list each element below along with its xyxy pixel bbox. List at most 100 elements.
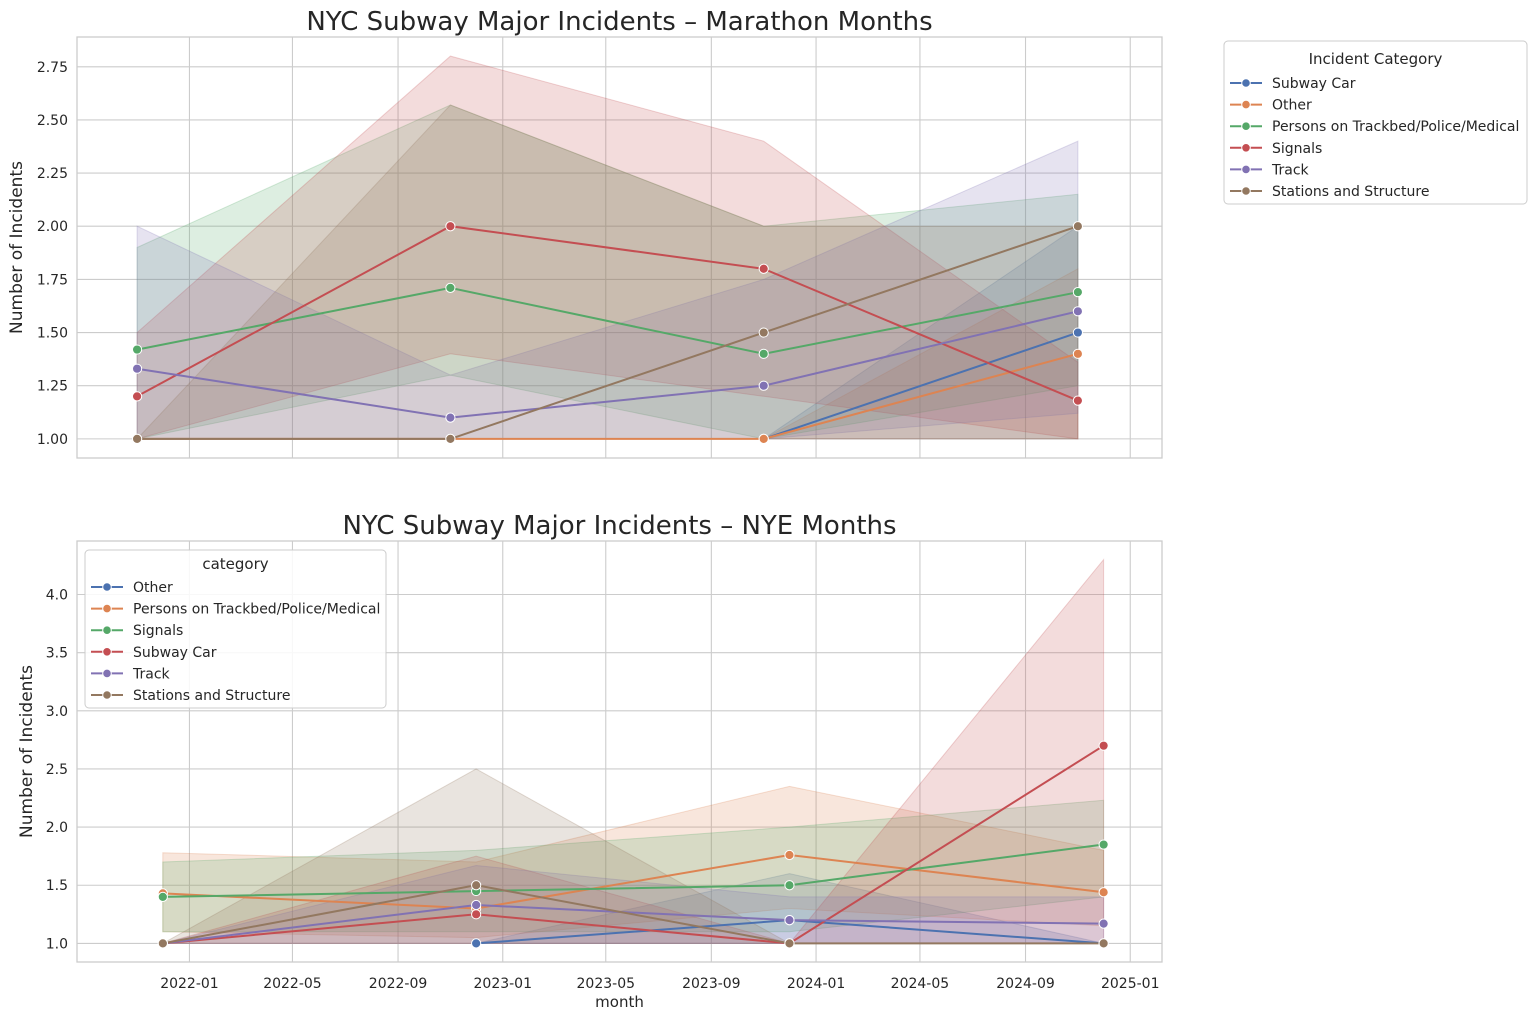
legend-entry: Other bbox=[133, 580, 173, 596]
data-point bbox=[758, 327, 769, 338]
y-tick-label: 2.50 bbox=[37, 113, 68, 129]
legend-swatch-marker bbox=[102, 647, 112, 657]
legend-swatch-marker bbox=[1241, 78, 1251, 88]
chart-title: NYC Subway Major Incidents – Marathon Mo… bbox=[306, 7, 932, 37]
data-point bbox=[758, 380, 769, 391]
legend-swatch-marker bbox=[102, 690, 112, 700]
data-point bbox=[758, 348, 769, 359]
legend-swatch-marker bbox=[1241, 186, 1251, 196]
x-tick-label: 2022-05 bbox=[263, 976, 322, 992]
y-tick-label: 3.0 bbox=[46, 704, 68, 720]
x-tick-label: 2024-09 bbox=[996, 976, 1055, 992]
plot-frame bbox=[76, 36, 1163, 459]
data-point bbox=[784, 880, 795, 891]
data-point bbox=[1098, 918, 1109, 929]
legend: category Other Persons on Trackbed/Police/… bbox=[84, 549, 387, 709]
x-tick-label: 2022-01 bbox=[160, 976, 219, 992]
legend-entry: Persons on Trackbed/Police/Medical bbox=[1272, 119, 1519, 135]
x-tick-label: 2023-01 bbox=[474, 976, 533, 992]
legend-swatch-marker bbox=[102, 582, 112, 592]
y-tick-label: 1.75 bbox=[37, 272, 68, 288]
legend-swatch-marker bbox=[1241, 143, 1251, 153]
legend-title: category bbox=[202, 555, 268, 573]
data-point bbox=[445, 433, 456, 444]
series-line-4 bbox=[162, 903, 1104, 945]
legend-entry: Signals bbox=[133, 623, 183, 639]
x-tick-label: 2025-01 bbox=[1101, 976, 1160, 992]
data-point bbox=[1072, 327, 1083, 338]
y-tick-label: 1.25 bbox=[37, 379, 68, 395]
data-point bbox=[131, 433, 143, 444]
x-tick-label: 2023-09 bbox=[682, 976, 741, 992]
ci-band-3 bbox=[162, 558, 1105, 944]
data-point bbox=[471, 880, 482, 891]
x-tick-label: 2023-05 bbox=[577, 976, 636, 992]
legend-swatch-marker bbox=[1241, 99, 1251, 110]
data-point bbox=[784, 849, 795, 861]
data-point bbox=[758, 263, 769, 274]
data-point bbox=[131, 363, 143, 374]
data-point bbox=[758, 433, 769, 444]
x-tick-label: 2024-01 bbox=[787, 976, 846, 992]
plot-frame bbox=[76, 540, 1163, 963]
data-point bbox=[471, 899, 482, 911]
x-axis-label: month bbox=[595, 993, 644, 1011]
y-tick-label: 2.5 bbox=[46, 762, 68, 778]
legend-swatch-marker bbox=[1241, 121, 1251, 131]
data-point bbox=[1098, 740, 1109, 751]
series-line-2 bbox=[136, 286, 1079, 355]
y-tick-label: 3.5 bbox=[46, 646, 68, 662]
y-axis-label: Number of Incidents bbox=[17, 665, 37, 838]
series-line-5 bbox=[162, 884, 1104, 945]
legend-swatch-marker bbox=[102, 668, 112, 679]
data-point bbox=[157, 891, 168, 902]
series-line-1 bbox=[162, 853, 1104, 910]
data-point bbox=[131, 391, 143, 402]
y-tick-label: 2.0 bbox=[46, 820, 68, 836]
data-point bbox=[445, 221, 456, 232]
data-point bbox=[784, 938, 795, 949]
legend-entry: Persons on Trackbed/Police/Medical bbox=[133, 602, 380, 618]
series-line-3 bbox=[162, 744, 1105, 945]
legend-swatch-marker bbox=[1241, 164, 1251, 175]
legend-entry: Stations and Structure bbox=[133, 688, 290, 704]
legend-entry: Subway Car bbox=[1272, 76, 1356, 92]
y-tick-label: 1.0 bbox=[46, 936, 68, 952]
legend-entry: Subway Car bbox=[133, 645, 217, 661]
legend-entry: Track bbox=[132, 666, 171, 682]
legend-box bbox=[1223, 40, 1528, 205]
y-axis-label: Number of Incidents bbox=[7, 161, 27, 334]
data-point bbox=[784, 915, 795, 926]
legend-entry: Signals bbox=[1272, 141, 1322, 157]
legend: Incident Category Subway Car Other Persons … bbox=[1223, 40, 1528, 205]
data-point bbox=[471, 909, 482, 920]
legend-title: Incident Category bbox=[1309, 50, 1443, 68]
data-point bbox=[1072, 395, 1083, 406]
legend-swatch-marker bbox=[102, 625, 112, 636]
legend-entry: Stations and Structure bbox=[1272, 184, 1429, 200]
data-point bbox=[445, 412, 456, 423]
y-tick-label: 4.0 bbox=[46, 587, 68, 603]
y-tick-label: 1.00 bbox=[37, 432, 68, 448]
series-line-0 bbox=[763, 331, 1079, 440]
data-point bbox=[445, 282, 456, 293]
data-point bbox=[471, 938, 482, 949]
chart-title: NYC Subway Major Incidents – NYE Months bbox=[342, 511, 896, 541]
data-point bbox=[1072, 348, 1083, 359]
chart-panel-1: 1.00 1.25 1.50 1.75 2.00 2.25 2.50 2.75 NYC Subw… bbox=[7, 7, 1528, 459]
x-tick-label: 2024-05 bbox=[891, 976, 950, 992]
data-point bbox=[1098, 938, 1109, 949]
y-tick-label: 2.00 bbox=[37, 219, 68, 235]
legend-box bbox=[84, 549, 387, 709]
legend-entry: Track bbox=[1271, 162, 1310, 178]
data-point bbox=[157, 938, 168, 949]
data-point bbox=[1072, 221, 1083, 232]
series-line-5 bbox=[137, 225, 1079, 440]
legend-entry: Other bbox=[1272, 98, 1312, 114]
data-point bbox=[1072, 306, 1083, 317]
legend-swatch-marker bbox=[102, 603, 112, 614]
series-line-2 bbox=[162, 843, 1104, 898]
data-point bbox=[131, 344, 143, 355]
series-line-3 bbox=[136, 225, 1079, 402]
